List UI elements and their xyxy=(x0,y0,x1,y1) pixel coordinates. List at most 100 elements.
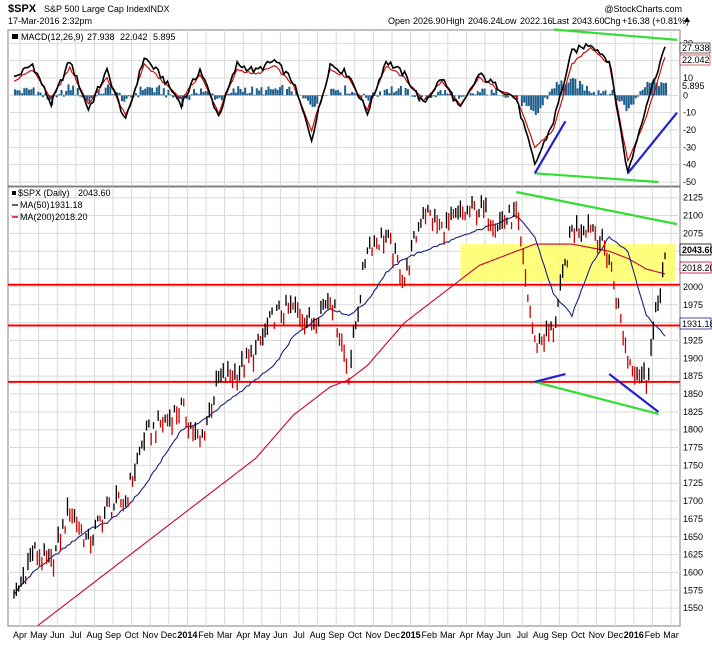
macd-hist-bar xyxy=(170,94,172,95)
macd-hist-bar xyxy=(535,95,537,115)
macd-hist-bar xyxy=(391,86,393,95)
price-y-tick: 2100 xyxy=(683,211,703,221)
macd-legend-label: MACD(12,26,9) xyxy=(21,32,84,42)
x-tick-label: Jul xyxy=(70,630,82,640)
price-y-tick: 1850 xyxy=(683,389,703,399)
macd-hist-bar xyxy=(74,95,76,96)
macd-hist-bar xyxy=(270,89,272,95)
macd-hist-bar xyxy=(584,91,586,96)
macd-tag-macd: 27.938 xyxy=(682,43,710,53)
macd-hist-bar xyxy=(632,95,634,104)
x-tick-label: Feb xyxy=(198,630,214,640)
macd-hist-bar xyxy=(619,95,621,101)
macd-hist-bar xyxy=(567,83,569,96)
macd-hist-bar xyxy=(42,95,44,97)
x-tick-label: Oct xyxy=(348,630,363,640)
ma200-legend-label: MA(200) xyxy=(20,212,55,222)
price-y-tick: 1900 xyxy=(683,353,703,363)
price-y-tick: 1750 xyxy=(683,460,703,470)
macd-signal-line xyxy=(14,47,665,160)
macd-hist-bar xyxy=(267,86,269,95)
macd-hist-bar xyxy=(200,88,202,95)
macd-hist-bar xyxy=(172,95,174,97)
macd-hist-bar xyxy=(281,85,283,95)
macd-hist-bar xyxy=(556,82,558,95)
macd-hist-bar xyxy=(551,89,553,96)
macd-hist-bar xyxy=(65,91,67,95)
macd-hist-bar xyxy=(435,95,437,97)
macd-y-tick: -40 xyxy=(683,160,696,170)
x-tick-label: Mar xyxy=(663,630,679,640)
macd-hist-bar xyxy=(109,86,111,95)
macd-hist-bar xyxy=(272,89,274,95)
macd-hist-bar xyxy=(481,89,483,96)
price-y-tick: 1650 xyxy=(683,532,703,542)
macd-hist-bar xyxy=(258,90,260,95)
macd-hist-bar xyxy=(58,94,60,95)
macd-hist-bar xyxy=(405,88,407,95)
x-tick-label: 2016 xyxy=(624,630,644,640)
macd-hist-bar xyxy=(349,94,351,96)
macd-hist-bar xyxy=(549,92,551,96)
price-y-tick: 1800 xyxy=(683,425,703,435)
price-trendline xyxy=(535,374,566,382)
macd-hist-bar xyxy=(191,94,193,95)
macd-hist-bar xyxy=(316,95,318,103)
macd-hist-bar xyxy=(660,82,662,95)
macd-hist-bar xyxy=(30,89,32,95)
macd-hist-bar xyxy=(379,91,381,95)
x-tick-label: Nov xyxy=(142,630,159,640)
chg-value: +16.38 (+0.81%) xyxy=(622,16,689,26)
macd-hist-bar xyxy=(305,95,307,98)
macd-hist-bar xyxy=(19,90,21,95)
macd-hist-bar xyxy=(363,94,365,96)
macd-hist-bar xyxy=(395,91,397,95)
macd-hist-bar xyxy=(507,95,509,97)
price-y-tick: 1625 xyxy=(683,550,703,560)
macd-hist-bar xyxy=(621,95,623,101)
macd-hist-bar xyxy=(158,85,160,95)
macd-hist-bar xyxy=(544,95,546,97)
macd-hist-bar xyxy=(579,81,581,95)
macd-hist-bar xyxy=(612,90,614,96)
macd-hist-bar xyxy=(665,83,667,95)
macd-hist-bar xyxy=(570,79,572,96)
macd-hist-bar xyxy=(377,95,379,97)
macd-hist-bar xyxy=(623,95,625,105)
macd-hist-bar xyxy=(279,87,281,95)
macd-hist-bar xyxy=(219,95,221,97)
macd-hist-bar xyxy=(195,93,197,95)
price-y-tick: 2075 xyxy=(683,228,703,238)
macd-hist-bar xyxy=(442,94,444,95)
macd-hist-bar xyxy=(463,95,465,96)
macd-hist-bar xyxy=(147,87,149,95)
macd-legend: MACD(12,26,9) 27.938 22.042 5.895 xyxy=(12,32,176,42)
macd-hist-bar xyxy=(137,95,139,97)
macd-hist-bar xyxy=(198,94,200,95)
macd-hist-bar xyxy=(414,95,416,97)
last-label: Last xyxy=(552,16,570,26)
macd-hist-bar xyxy=(121,95,123,101)
macd-hist-bar xyxy=(21,93,23,95)
macd-hist-bar xyxy=(253,95,255,96)
macd-hist-bar xyxy=(532,95,534,111)
macd-hist-bar xyxy=(319,95,321,96)
macd-hist-bar xyxy=(502,95,504,96)
ma50-legend-value: 1931.18 xyxy=(50,200,83,210)
macd-hist-bar xyxy=(56,95,58,97)
price-tag-ma50: 1931.18 xyxy=(682,319,712,329)
macd-hist-bar xyxy=(530,95,532,110)
macd-hist-bar xyxy=(639,91,641,95)
macd-hist-bar xyxy=(367,95,369,100)
x-tick-label: Sep xyxy=(328,630,344,640)
price-y-tick: 1825 xyxy=(683,407,703,417)
macd-hist-bar xyxy=(598,90,600,95)
macd-hist-bar xyxy=(151,88,153,96)
watermark: @StockCharts.com xyxy=(604,4,682,14)
macd-hist-bar xyxy=(602,91,604,95)
price-legend-label: $SPX (Daily) xyxy=(18,188,70,198)
high-label: High xyxy=(446,16,465,26)
macd-hist-bar xyxy=(663,83,665,95)
x-tick-label: Aug xyxy=(86,630,102,640)
